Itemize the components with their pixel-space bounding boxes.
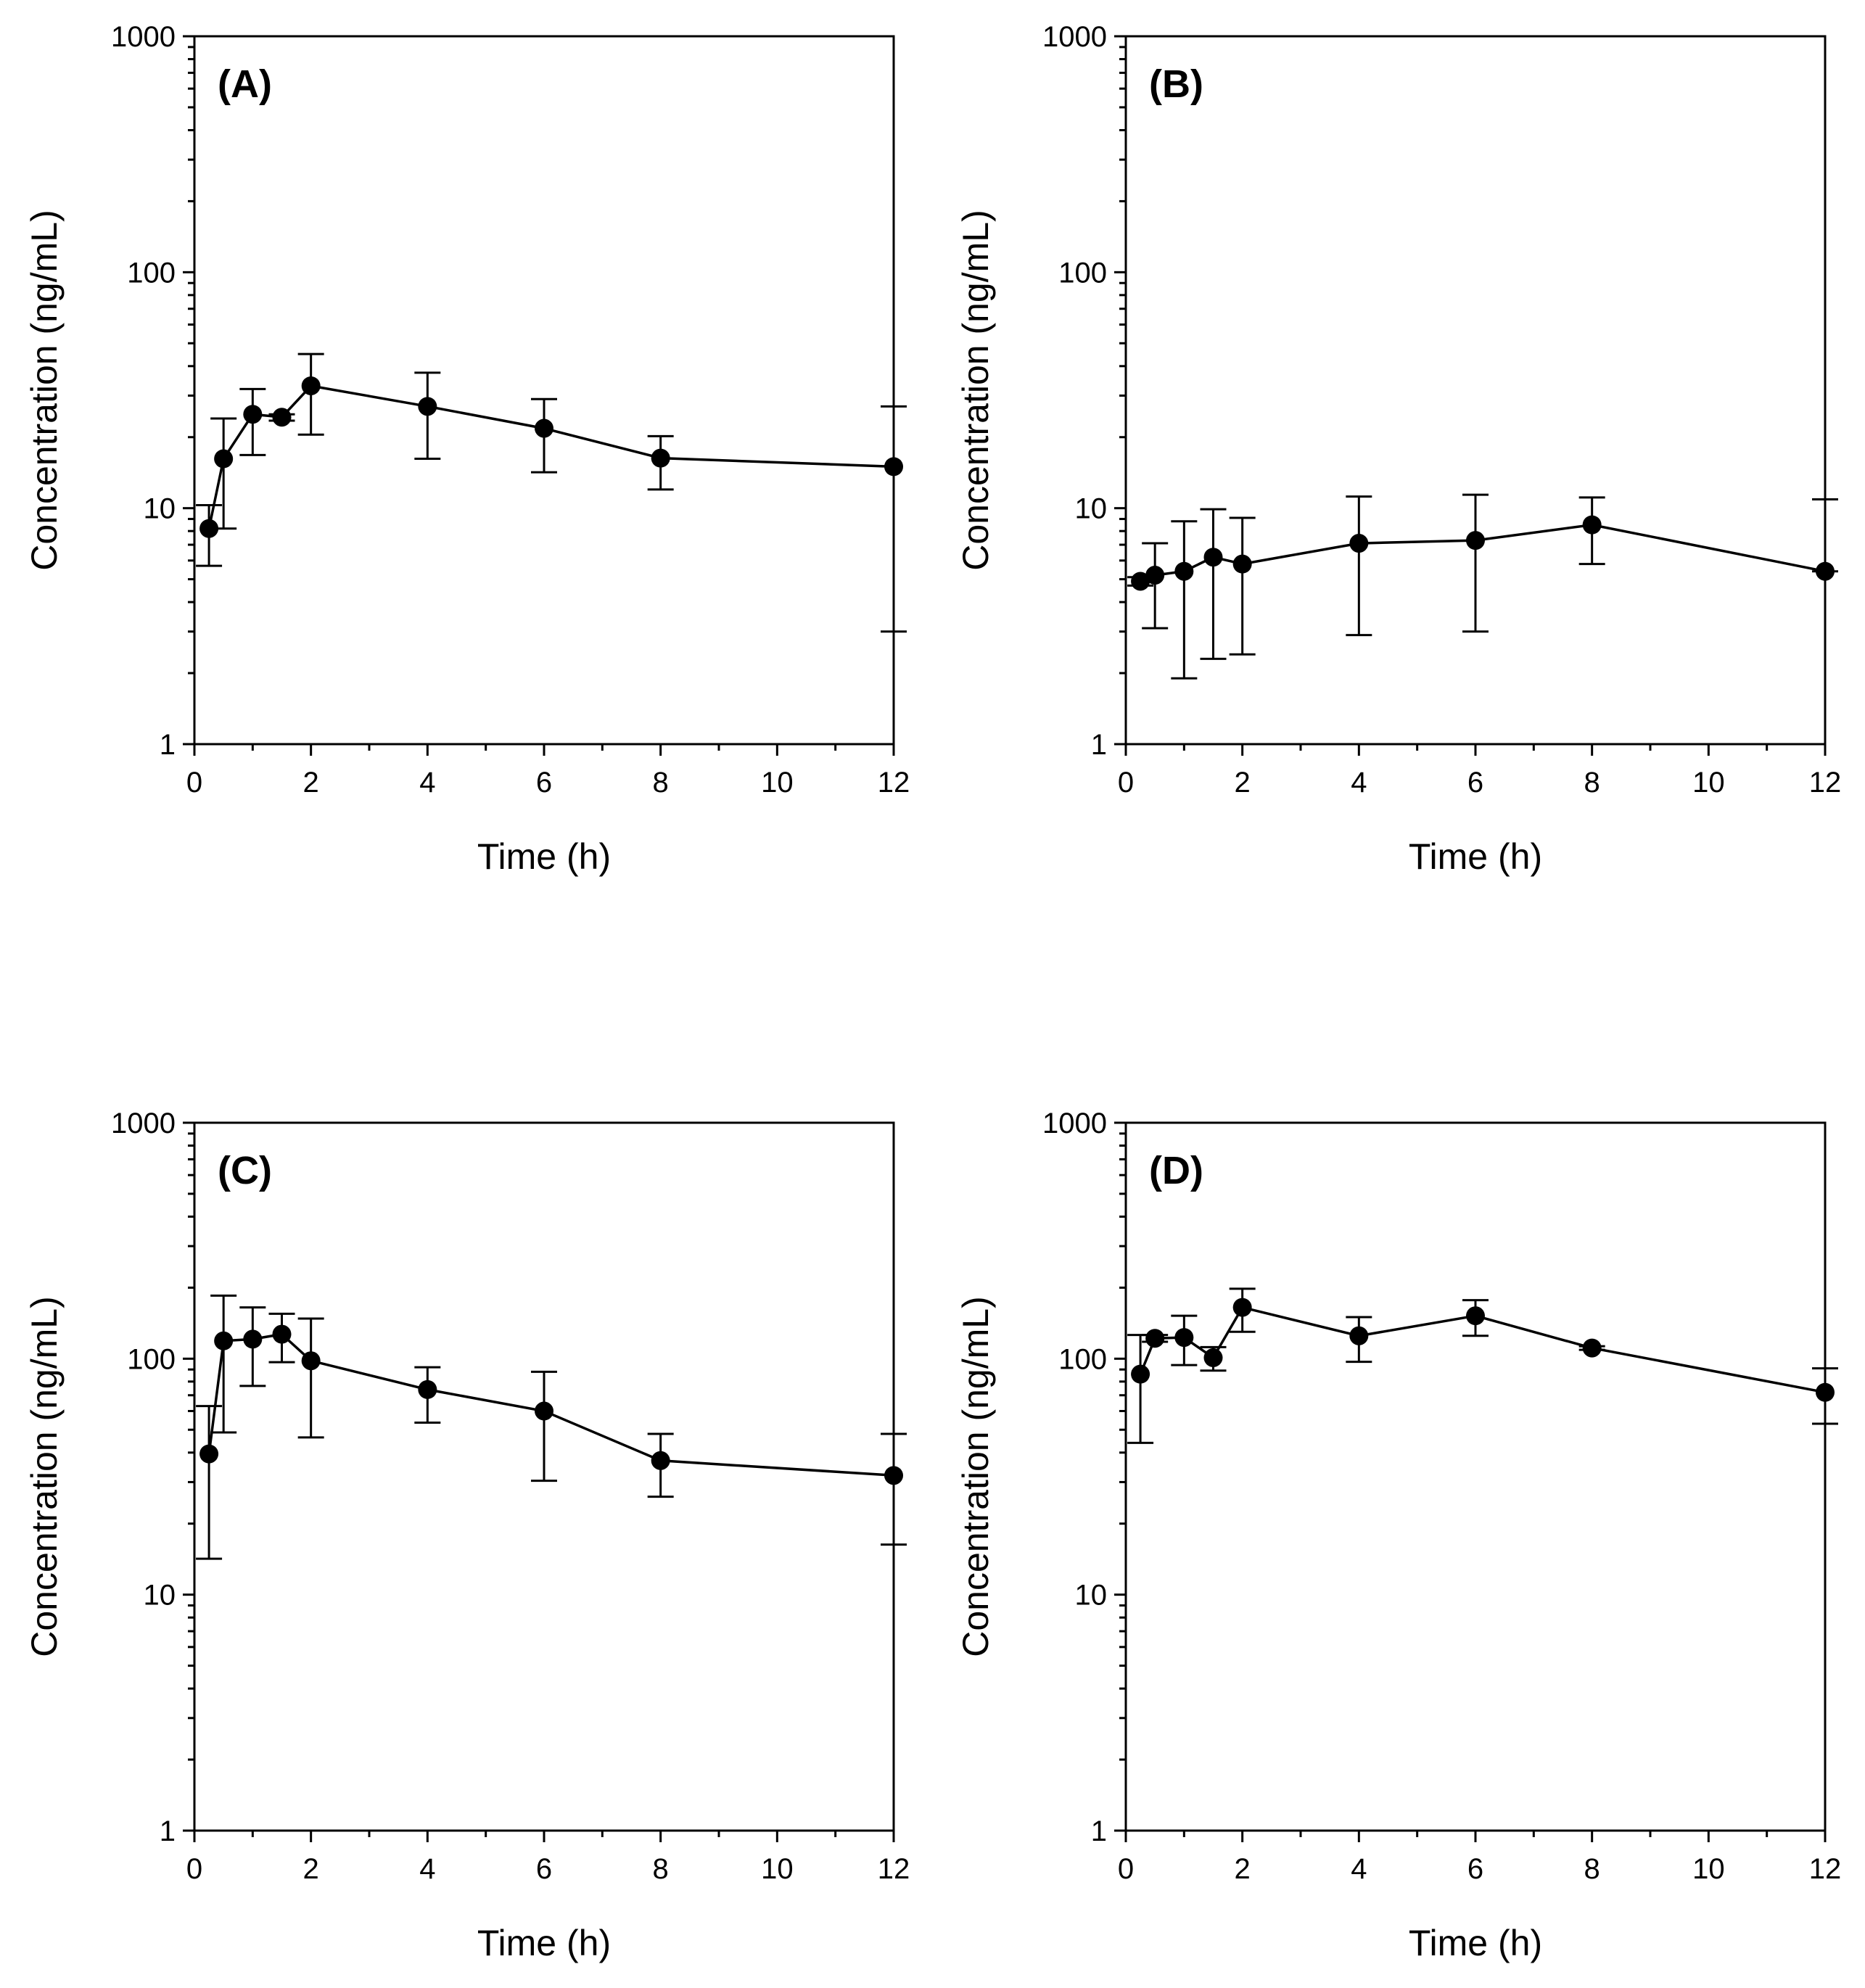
x-tick-label: 6 [1467, 1853, 1483, 1885]
data-point [243, 1329, 263, 1349]
data-point [1174, 1328, 1194, 1348]
y-tick-label: 1 [1091, 729, 1107, 761]
data-point [418, 1379, 437, 1399]
y-tick-label: 100 [127, 1343, 176, 1375]
panel-label: (D) [1149, 1149, 1203, 1192]
y-tick-label: 10 [1075, 493, 1108, 525]
x-axis-title: Time (h) [1409, 1923, 1542, 1963]
data-point [1349, 534, 1369, 553]
data-point [418, 397, 437, 416]
data-point [243, 405, 263, 424]
x-tick-label: 4 [1351, 1853, 1367, 1885]
data-point [272, 408, 292, 427]
data-point [1816, 561, 1835, 581]
x-tick-label: 2 [1235, 767, 1251, 799]
x-tick-label: 8 [1584, 1853, 1600, 1885]
data-point [1232, 1298, 1252, 1317]
x-tick-label: 6 [1467, 767, 1483, 799]
data-point [1174, 561, 1194, 581]
x-tick-label: 0 [1118, 1853, 1134, 1885]
x-tick-label: 4 [419, 767, 435, 799]
y-tick-label: 100 [1058, 257, 1107, 289]
data-point [1145, 566, 1165, 585]
data-point [1232, 554, 1252, 574]
data-point [272, 1324, 292, 1344]
data-point [214, 1331, 234, 1350]
x-tick-label: 4 [419, 1853, 435, 1885]
y-tick-label: 100 [127, 257, 176, 289]
panel-label: (C) [218, 1149, 272, 1192]
x-tick-label: 8 [653, 767, 669, 799]
y-axis-title: Concentration (ng/mL) [955, 210, 996, 570]
data-point [214, 449, 234, 469]
y-tick-label: 100 [1058, 1343, 1107, 1375]
y-axis-title: Concentration (ng/mL) [24, 1296, 65, 1657]
y-tick-label: 10 [144, 493, 176, 525]
data-point [884, 1466, 903, 1485]
data-point [884, 457, 903, 477]
data-point [1466, 1306, 1485, 1326]
data-point [1203, 1348, 1223, 1367]
data-point [199, 1444, 219, 1464]
y-tick-label: 1000 [111, 1108, 176, 1139]
x-tick-label: 12 [1809, 767, 1842, 799]
data-point [535, 1401, 553, 1421]
x-tick-label: 10 [761, 767, 794, 799]
y-tick-label: 1 [160, 1815, 176, 1847]
x-tick-label: 2 [303, 1853, 319, 1885]
x-tick-label: 6 [536, 767, 552, 799]
y-tick-label: 10 [144, 1580, 176, 1612]
chart-panel-d: 0 2 4 6 8 10 12 1 10 100 1000 Time (h) Concentration… [955, 1108, 1841, 1963]
data-point [1816, 1382, 1835, 1402]
x-tick-label: 12 [878, 767, 910, 799]
x-axis-title: Time (h) [477, 836, 611, 877]
x-tick-label: 4 [1351, 767, 1367, 799]
y-tick-label: 1000 [1042, 21, 1107, 53]
x-tick-label: 10 [761, 1853, 794, 1885]
chart-panel-a: 0 2 4 6 8 10 12 1 10 100 1000 Time (h) Concentration… [24, 21, 910, 877]
y-tick-label: 1000 [1042, 1108, 1107, 1139]
panel-label: (A) [218, 62, 272, 106]
x-tick-label: 2 [303, 767, 319, 799]
x-tick-label: 0 [186, 1853, 202, 1885]
y-tick-label: 1 [1091, 1815, 1107, 1847]
data-point [301, 1351, 321, 1371]
data-point [1131, 572, 1150, 591]
data-point [1582, 1338, 1602, 1358]
chart-panel-c: 0 2 4 6 8 10 12 1 10 100 1000 Time (h) Concentration… [24, 1108, 910, 1963]
data-point [1145, 1329, 1165, 1348]
data-point [199, 519, 219, 538]
x-axis-title: Time (h) [477, 1923, 611, 1963]
y-tick-label: 10 [1075, 1580, 1108, 1612]
data-point [535, 418, 553, 438]
chart-panel-b: 0 2 4 6 8 10 12 1 10 100 1000 Time (h) Concentration… [955, 21, 1841, 877]
x-tick-label: 0 [1118, 767, 1134, 799]
data-point [1466, 531, 1485, 550]
y-tick-label: 1000 [111, 21, 176, 53]
data-point [651, 1451, 670, 1470]
x-tick-label: 12 [1809, 1853, 1842, 1885]
x-tick-label: 2 [1235, 1853, 1251, 1885]
x-tick-label: 10 [1692, 767, 1725, 799]
x-tick-label: 12 [878, 1853, 910, 1885]
x-tick-label: 8 [1584, 767, 1600, 799]
x-tick-label: 8 [653, 1853, 669, 1885]
x-axis-title: Time (h) [1409, 836, 1542, 877]
data-point [651, 448, 670, 468]
x-tick-label: 10 [1692, 1853, 1725, 1885]
data-point [1203, 548, 1223, 567]
y-axis-title: Concentration (ng/mL) [955, 1296, 996, 1657]
panel-label: (B) [1149, 62, 1203, 106]
data-point [1131, 1364, 1150, 1384]
data-point [1349, 1326, 1369, 1345]
y-tick-label: 1 [160, 729, 176, 761]
y-axis-title: Concentration (ng/mL) [24, 210, 65, 570]
data-point [1582, 515, 1602, 535]
data-point [301, 376, 321, 395]
x-tick-label: 6 [536, 1853, 552, 1885]
x-tick-label: 0 [186, 767, 202, 799]
